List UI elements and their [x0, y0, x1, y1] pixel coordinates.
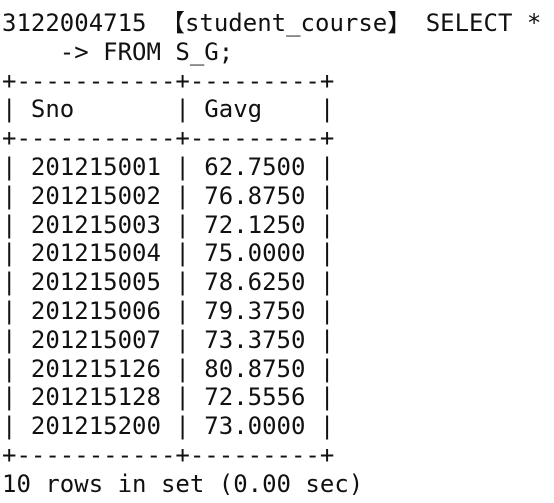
- prompt-line: 3122004715 【student_course】 SELECT *: [2, 9, 554, 38]
- table-row: | 201215002 | 76.8750 |: [2, 181, 335, 210]
- sql-command-part1: SELECT *: [425, 9, 542, 37]
- table-border-top: +-----------+---------+: [2, 66, 335, 95]
- table-row: | 201215001 | 62.7500 |: [2, 152, 335, 181]
- table-row: | 201215003 | 72.1250 |: [2, 210, 335, 239]
- result-summary: 10 rows in set (0.00 sec): [2, 469, 364, 498]
- sql-command-part2: FROM S_G;: [103, 37, 234, 66]
- table-border-mid: +-----------+---------+: [2, 124, 335, 153]
- table-row: | 201215200 | 73.0000 |: [2, 412, 335, 441]
- table-row: | 201215005 | 78.6250 |: [2, 268, 335, 297]
- user-prompt: 3122004715: [2, 9, 147, 37]
- table-row: | 201215126 | 80.8750 |: [2, 354, 335, 383]
- continuation-line: -> FROM S_G;: [2, 38, 554, 67]
- table-row: | 201215006 | 79.3750 |: [2, 296, 335, 325]
- table-row: | 201215004 | 75.0000 |: [2, 239, 335, 268]
- database-name: student_course: [184, 9, 388, 37]
- db-bracket-open: 【: [160, 9, 185, 37]
- table-row: | 201215007 | 73.3750 |: [2, 325, 335, 354]
- table-row: | 201215128 | 72.5556 |: [2, 383, 335, 412]
- continuation-prompt: ->: [2, 37, 89, 66]
- table-border-bottom: +-----------+---------+: [2, 440, 335, 469]
- db-bracket-close: 】: [387, 9, 412, 37]
- table-header-row: | Sno | Gavg |: [2, 95, 335, 124]
